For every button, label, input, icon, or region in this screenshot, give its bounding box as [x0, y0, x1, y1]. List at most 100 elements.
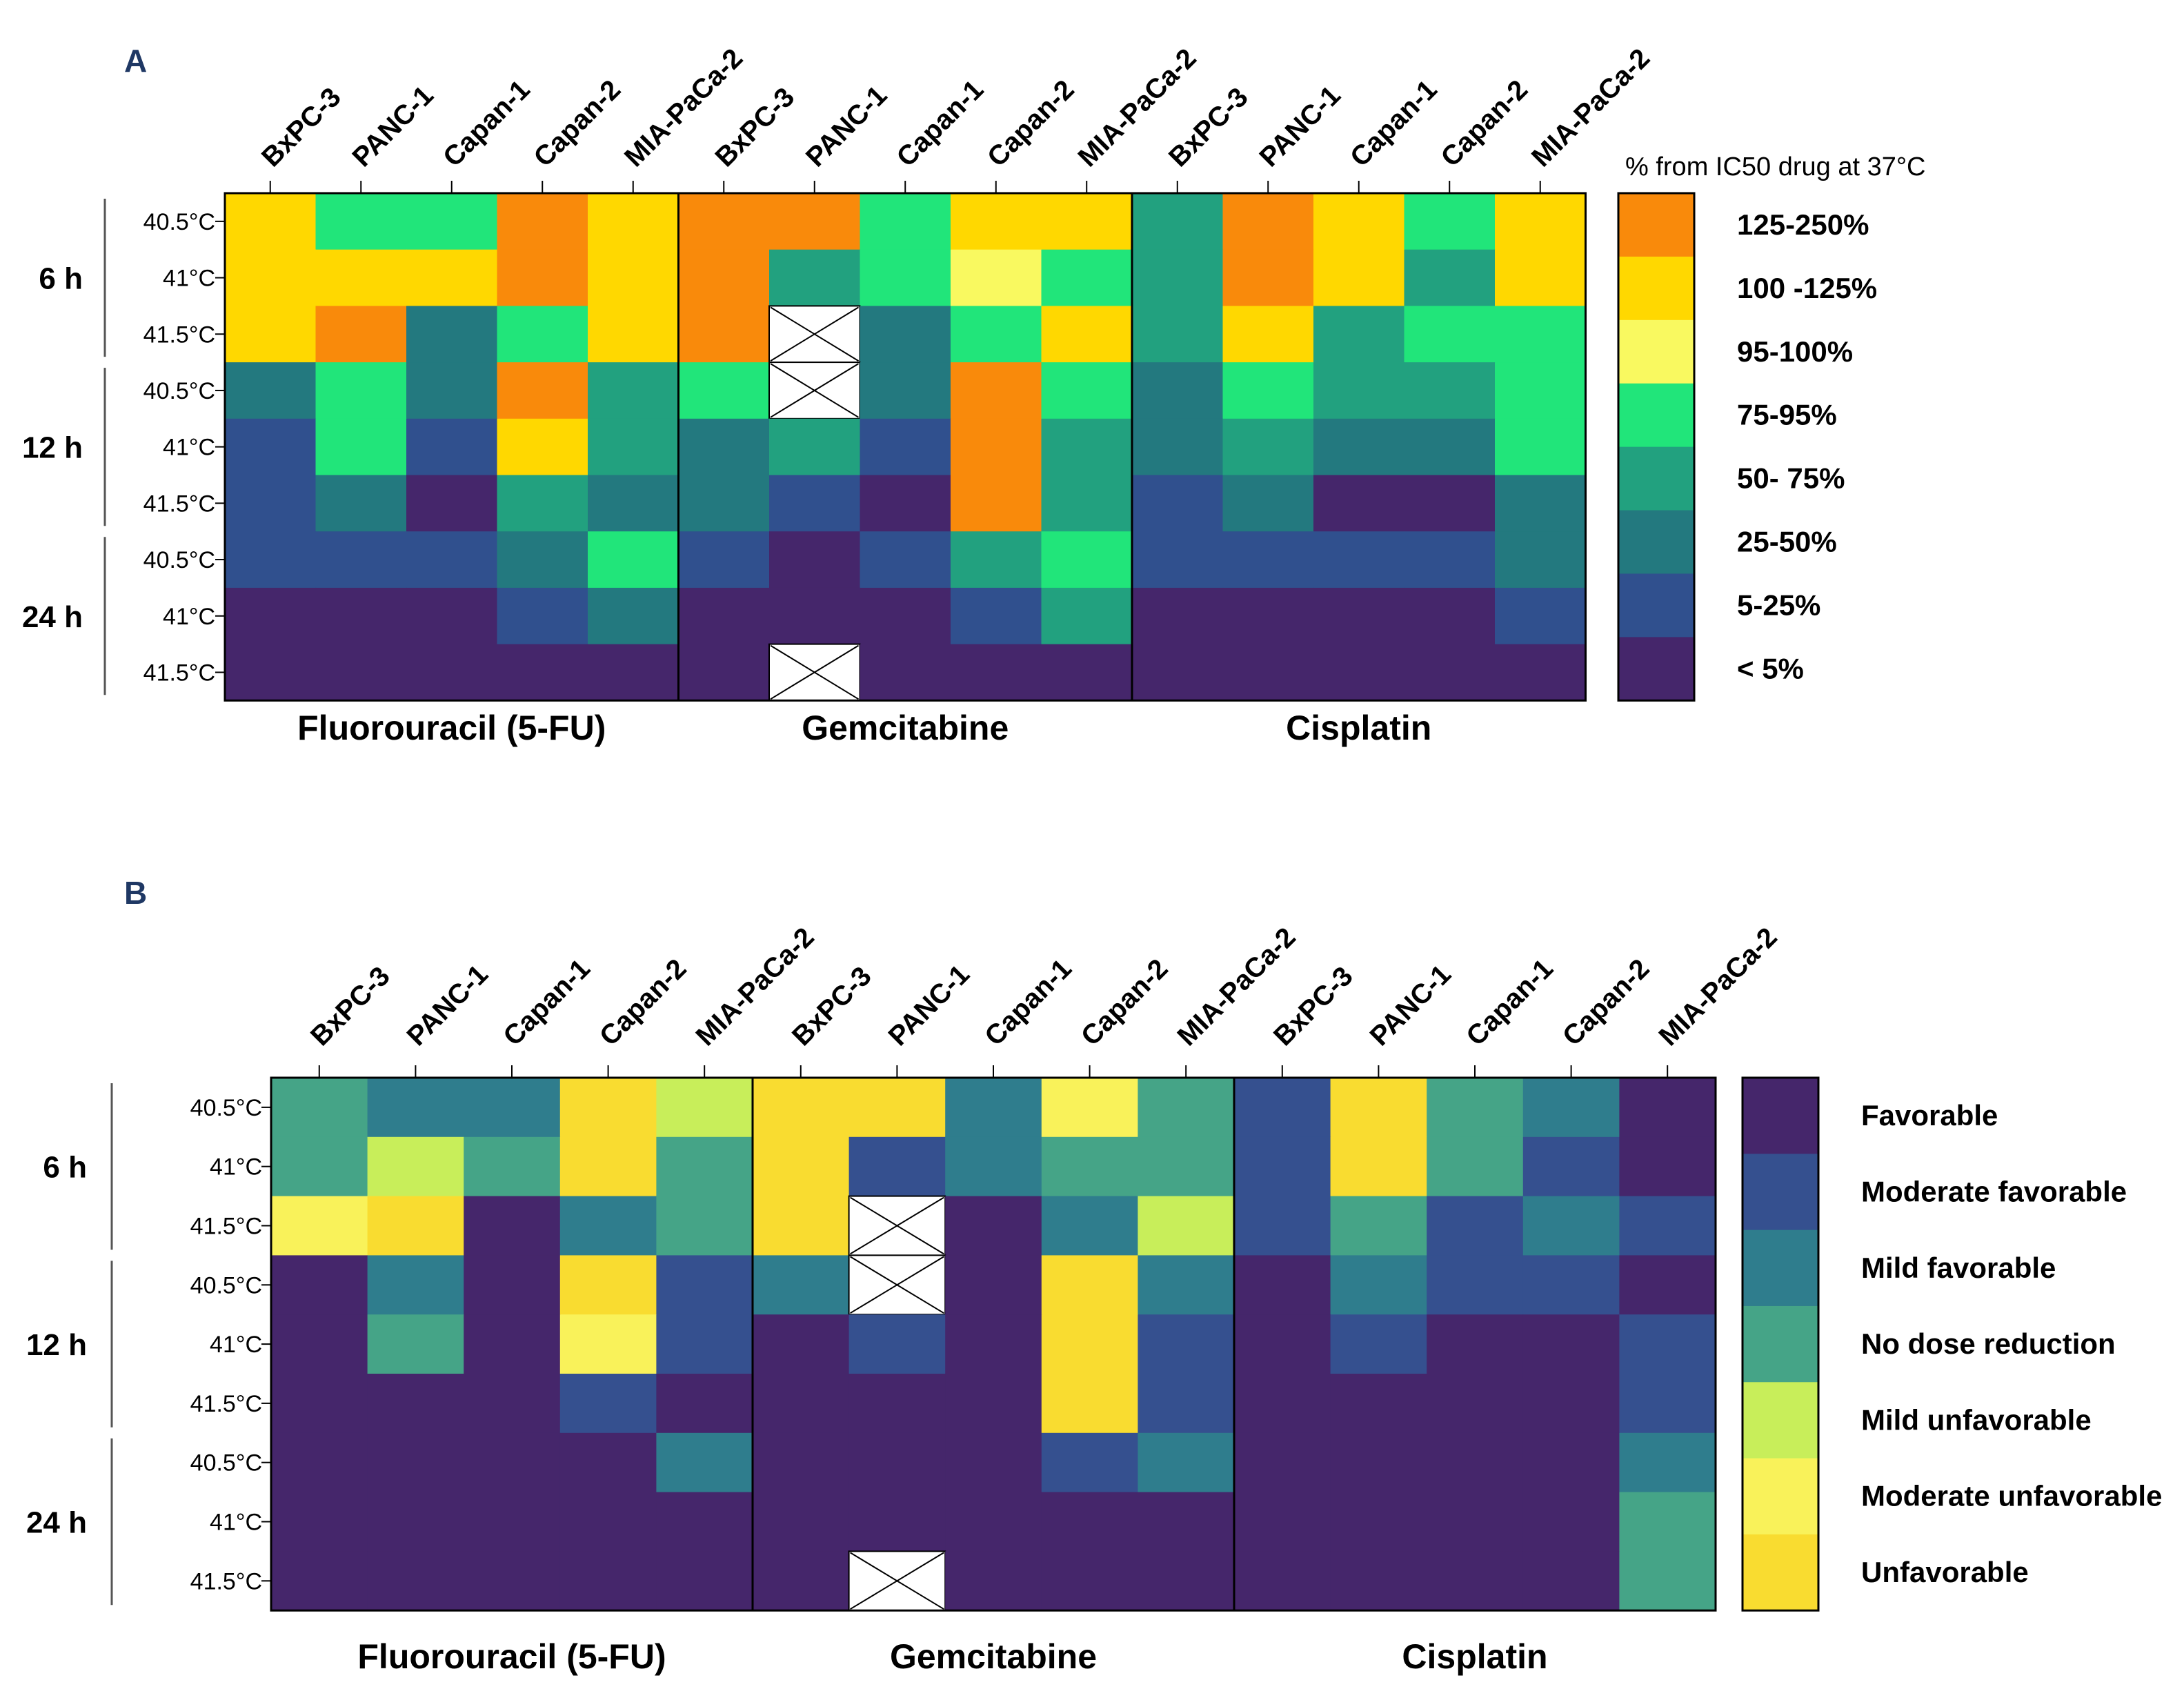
heatmap-cell — [769, 249, 861, 306]
panel-letter-b: B — [124, 875, 147, 911]
heatmap-cell — [1427, 1136, 1524, 1197]
heatmap-cell — [860, 644, 951, 701]
heatmap-cell — [1313, 306, 1405, 363]
legend-swatch — [1618, 193, 1694, 257]
heatmap-cell — [1138, 1314, 1235, 1374]
heatmap-cell — [1041, 306, 1133, 363]
heatmap-cell — [1234, 1078, 1331, 1138]
heatmap-cell — [497, 587, 588, 645]
legend-label-50-75: 50- 75% — [1737, 462, 1845, 495]
heatmap-cell — [1222, 249, 1314, 306]
heatmap-cell — [753, 1078, 850, 1138]
missing-cell-cross — [850, 1196, 944, 1255]
column-label-capan-2: Capan-2 — [594, 954, 693, 1052]
column-label-bxpc-3: BxPC-3 — [1163, 82, 1254, 173]
time-group-label-24-h: 24 h — [26, 1506, 87, 1540]
heatmap-cell — [753, 1136, 850, 1197]
heatmap-cell — [753, 1374, 850, 1434]
heatmap-cell — [1495, 193, 1587, 250]
heatmap-cell — [1619, 1314, 1716, 1374]
heatmap-cell — [406, 193, 498, 250]
row-label-temperature: 41.5°C — [143, 322, 215, 348]
missing-cell-cross — [850, 1552, 944, 1610]
legend-label-moderate-favorable: Moderate favorable — [1861, 1175, 2127, 1207]
heatmap-cell — [1041, 1314, 1138, 1374]
heatmap-cell — [1619, 1255, 1716, 1315]
heatmap-cell — [464, 1551, 561, 1611]
heatmap-cell — [848, 1136, 946, 1197]
missing-cell-cross — [850, 1256, 944, 1314]
heatmap-cell — [945, 1492, 1042, 1552]
heatmap-cell — [315, 475, 407, 532]
heatmap-cell — [315, 306, 407, 363]
row-label-temperature: 40.5°C — [190, 1272, 262, 1298]
heatmap-cell — [367, 1374, 464, 1434]
heatmap-cell — [367, 1196, 464, 1256]
missing-cell-cross — [770, 306, 860, 362]
heatmap-cell — [678, 418, 770, 476]
heatmap-cell — [1132, 587, 1224, 645]
heatmap-cell — [1404, 249, 1496, 306]
heatmap-cell — [497, 475, 588, 532]
heatmap-cell — [951, 475, 1042, 532]
legend-swatch — [1743, 1078, 1818, 1154]
heatmap-cell — [497, 306, 588, 363]
row-label-temperature: 40.5°C — [143, 547, 215, 573]
heatmap-cell — [559, 1078, 657, 1138]
heatmap-cell — [559, 1196, 657, 1256]
heatmap-cell — [1522, 1374, 1620, 1434]
column-label-panc-1: PANC-1 — [1364, 959, 1457, 1051]
row-label-temperature: 41°C — [210, 1332, 262, 1358]
heatmap-cell — [848, 1078, 946, 1138]
heatmap-cell — [951, 587, 1042, 645]
row-label-temperature: 41.5°C — [190, 1214, 262, 1240]
heatmap-cell — [945, 1374, 1042, 1434]
heatmap-cell — [1522, 1314, 1620, 1374]
heatmap-cell — [1041, 644, 1133, 701]
heatmap-cell — [1619, 1432, 1716, 1493]
heatmap-cell — [951, 644, 1042, 701]
heatmap-cell — [1222, 475, 1314, 532]
row-label-temperature: 41°C — [210, 1154, 262, 1181]
row-label-temperature: 41°C — [210, 1510, 262, 1536]
heatmap-cell — [1041, 1196, 1138, 1256]
heatmap-cell — [406, 644, 498, 701]
heatmap-cell — [656, 1492, 753, 1552]
heatmap-cell — [271, 1136, 368, 1197]
heatmap-cell — [367, 1432, 464, 1493]
heatmap-cell — [1330, 1374, 1427, 1434]
heatmap-cell — [1313, 644, 1405, 701]
heatmap-cell — [1404, 644, 1496, 701]
heatmap-cell — [271, 1492, 368, 1552]
heatmap-cell — [588, 531, 679, 589]
heatmap-cell — [769, 587, 861, 645]
heatmap-cell — [769, 475, 861, 532]
heatmap-cell — [1619, 1196, 1716, 1256]
column-label-capan-2: Capan-2 — [528, 75, 627, 173]
legend-label-favorable: Favorable — [1861, 1099, 1998, 1132]
column-label-bxpc-3: BxPC-3 — [710, 82, 801, 173]
heatmap-cell — [951, 306, 1042, 363]
column-label-capan-1: Capan-1 — [1460, 954, 1559, 1052]
column-label-capan-2: Capan-2 — [1436, 75, 1534, 173]
heatmap-cell — [1041, 1374, 1138, 1434]
heatmap-cell — [225, 306, 317, 363]
heatmap-cell — [559, 1374, 657, 1434]
legend-swatch — [1618, 637, 1694, 701]
heatmap-cell — [860, 193, 951, 250]
heatmap-cell — [753, 1551, 850, 1611]
heatmap-cell — [1132, 475, 1224, 532]
row-label-temperature: 40.5°C — [143, 209, 215, 235]
heatmap-cell — [1313, 475, 1405, 532]
heatmap-cell — [1313, 193, 1405, 250]
missing-cell-cross — [770, 644, 860, 700]
row-label-temperature: 41°C — [163, 604, 215, 630]
heatmap-cell — [1330, 1255, 1427, 1315]
column-label-panc-1: PANC-1 — [1254, 80, 1347, 172]
heatmap-cell — [497, 531, 588, 589]
heatmap-cell — [1495, 306, 1587, 363]
heatmap-cell — [1222, 193, 1314, 250]
heatmap-cell — [315, 418, 407, 476]
heatmap-cell — [1234, 1551, 1331, 1611]
heatmap-cell — [1427, 1492, 1524, 1552]
